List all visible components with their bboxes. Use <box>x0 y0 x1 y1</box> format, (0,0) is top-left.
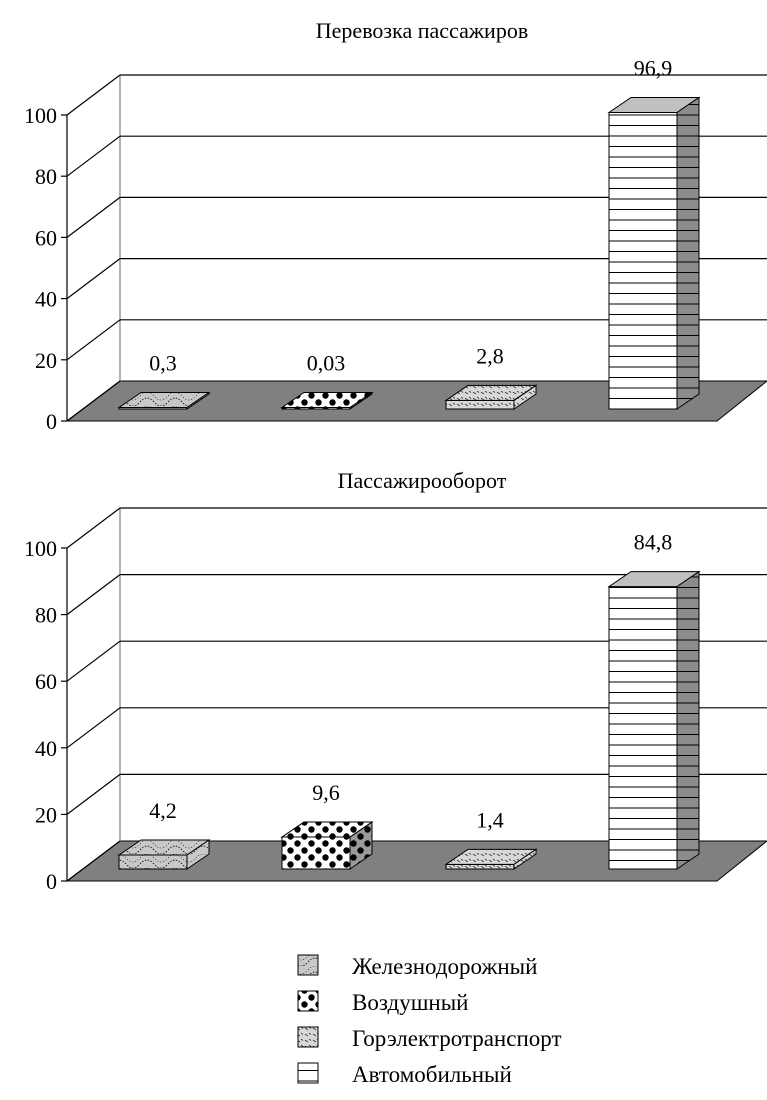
gridline-diagonal <box>66 640 121 682</box>
y-tick-label: 40 <box>35 287 57 312</box>
bar-side <box>186 839 210 870</box>
legend-label: Автомобильный <box>352 1062 512 1087</box>
gridline-diagonal <box>66 196 121 238</box>
y-tick-label: 20 <box>35 802 57 827</box>
legend-label: Горэлектротранспорт <box>352 1026 562 1051</box>
legend-item-auto: Автомобильный <box>297 1062 512 1087</box>
data-label: 9,6 <box>312 780 340 805</box>
data-label: 4,2 <box>149 798 177 823</box>
y-tick-label: 60 <box>35 669 57 694</box>
bar-side <box>513 848 537 870</box>
bar-side <box>186 391 210 410</box>
bar-urban: 2,8 <box>444 343 538 410</box>
legend-label: Железнодорожный <box>352 954 537 979</box>
data-label: 2,8 <box>476 343 504 368</box>
bar-front <box>118 854 188 870</box>
gridline-diagonal <box>66 135 121 177</box>
legend-label: Воздушный <box>352 990 469 1015</box>
bar-auto: 84,8 <box>607 530 701 870</box>
chart-bars: 0,3 0,03 2,8 96,9 <box>117 55 701 410</box>
bar-side <box>349 391 373 410</box>
bar-front <box>445 863 515 870</box>
y-tick-label: 60 <box>35 225 57 250</box>
data-label: 96,9 <box>634 55 673 80</box>
gridline-diagonal <box>66 707 121 749</box>
gridline-diagonal <box>66 507 121 549</box>
chart-axes: 0 20 40 60 80 100 <box>24 507 767 894</box>
bar-side <box>513 384 537 410</box>
bar-front <box>445 399 515 410</box>
chart-title: Пассажирооборот <box>338 468 507 493</box>
chart-bars: 4,2 9,6 1,4 84,8 <box>117 530 701 870</box>
bar-side <box>349 821 373 870</box>
y-tick-label: 40 <box>35 736 57 761</box>
legend-swatch-air <box>297 990 319 1012</box>
data-label: 0,03 <box>307 351 346 376</box>
y-tick-label: 20 <box>35 348 57 373</box>
bar-auto: 96,9 <box>607 55 701 410</box>
legend-item-air: Воздушный <box>297 990 469 1015</box>
gridline-diagonal <box>66 773 121 815</box>
gridline-diagonal <box>66 74 121 116</box>
data-label: 1,4 <box>476 807 504 832</box>
y-tick-label: 100 <box>24 103 57 128</box>
data-label: 84,8 <box>634 530 673 555</box>
bar-side <box>676 96 700 410</box>
bar-rail: 0,3 <box>117 351 211 410</box>
legend-item-urban: Горэлектротранспорт <box>297 1026 562 1051</box>
chart-axes: 0 20 40 60 80 100 <box>24 74 767 434</box>
bar-urban: 1,4 <box>444 807 538 870</box>
gridline-diagonal <box>66 258 121 300</box>
bar-front <box>281 836 351 870</box>
legend-swatch-rail <box>297 954 319 976</box>
chart-title: Перевозка пассажиров <box>316 18 528 43</box>
bar-side <box>676 570 700 870</box>
gridline-diagonal <box>66 574 121 616</box>
y-tick-label: 80 <box>35 603 57 628</box>
chart-passenger-turnover: Пассажирооборот 0 20 40 60 80 100 4,2 9,6 1,4 84… <box>24 468 767 894</box>
bar-air: 9,6 <box>280 780 374 870</box>
gridline-diagonal <box>66 380 121 422</box>
bar-front <box>608 586 678 870</box>
bar-front <box>608 111 678 410</box>
gridline-diagonal <box>66 319 121 361</box>
y-tick-label: 0 <box>46 869 57 894</box>
legend-swatch-urban <box>297 1026 319 1048</box>
y-tick-label: 80 <box>35 164 57 189</box>
legend-item-rail: Железнодорожный <box>297 954 537 979</box>
y-tick-label: 100 <box>24 536 57 561</box>
y-tick-label: 0 <box>46 409 57 434</box>
chart-passenger-transport: Перевозка пассажиров 0 20 40 60 80 100 0,3 0,0… <box>24 18 767 434</box>
gridline-diagonal <box>66 840 121 882</box>
legend-swatch-auto <box>297 1062 319 1084</box>
data-label: 0,3 <box>149 351 177 376</box>
chart-legend: Железнодорожный Воздушный Горэлектротран… <box>297 954 562 1087</box>
bar-air: 0,03 <box>280 351 374 410</box>
bar-rail: 4,2 <box>117 798 211 870</box>
